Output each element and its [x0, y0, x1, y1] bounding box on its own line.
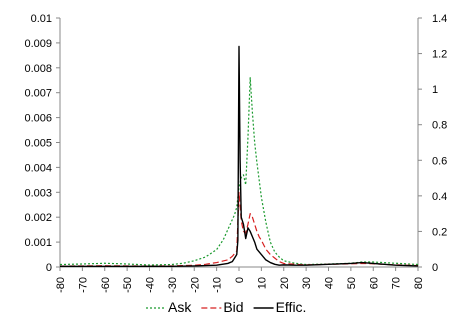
y-right-tick-label: 0.4 — [432, 191, 447, 203]
x-tick-label: 80 — [413, 277, 425, 289]
y-left-tick-label: 0.003 — [24, 187, 52, 199]
x-tick-label: 0 — [234, 277, 246, 283]
x-tick-label: -60 — [100, 277, 112, 293]
x-tick-label: 60 — [368, 277, 380, 289]
x-tick-label: -30 — [167, 277, 179, 293]
y-right-tick-label: 0.2 — [432, 226, 447, 238]
x-tick-label: -40 — [145, 277, 157, 293]
y-left-tick-label: 0 — [46, 262, 52, 274]
y-right-tick-label: 0.8 — [432, 120, 447, 132]
series-line-bid — [59, 191, 419, 267]
y-right-tick-label: 0.6 — [432, 155, 447, 167]
series-line-effic — [60, 45, 419, 267]
x-tick-label: -50 — [122, 277, 134, 293]
y-right-tick-label: 1 — [432, 84, 438, 96]
y-left-tick-label: 0.006 — [24, 113, 52, 125]
x-tick-label: 10 — [256, 277, 268, 289]
x-tick-label: -10 — [212, 277, 224, 293]
x-tick-label: -70 — [77, 277, 89, 293]
y-right-tick-label: 1.4 — [432, 13, 447, 25]
x-tick-label: -20 — [189, 277, 201, 293]
chart-legend: Ask Bid Effic. — [146, 299, 306, 315]
y-right-tick-label: 0 — [432, 262, 438, 274]
x-tick-label: 30 — [301, 277, 313, 289]
y-left-tick-label: 0.009 — [24, 38, 52, 50]
y-left-tick-label: 0.002 — [24, 212, 52, 224]
y-right-tick-label: 1.2 — [432, 49, 447, 61]
x-tick-label: -80 — [55, 277, 67, 293]
series-layer — [59, 45, 419, 267]
y-left-tick-label: 0.005 — [24, 138, 52, 150]
y-left-tick-label: 0.008 — [24, 63, 52, 75]
y-left-tick-label: 0.007 — [24, 88, 52, 100]
y-left-tick-label: 0.001 — [24, 237, 52, 249]
x-tick-label: 70 — [391, 277, 403, 289]
x-tick-label: 40 — [324, 277, 336, 289]
x-tick-label: 50 — [346, 277, 358, 289]
legend-label-bid: Bid — [223, 299, 243, 315]
legend-label-effic: Effic. — [276, 299, 307, 315]
chart-axes: 0 0.001 0.002 0.003 0.004 0.005 0.006 0.007 0.00… — [24, 13, 447, 293]
legend-label-ask: Ask — [168, 299, 192, 315]
y-left-tick-label: 0.004 — [24, 162, 52, 174]
y-left-tick-label: 0.01 — [31, 13, 52, 25]
x-tick-label: 20 — [279, 277, 291, 289]
